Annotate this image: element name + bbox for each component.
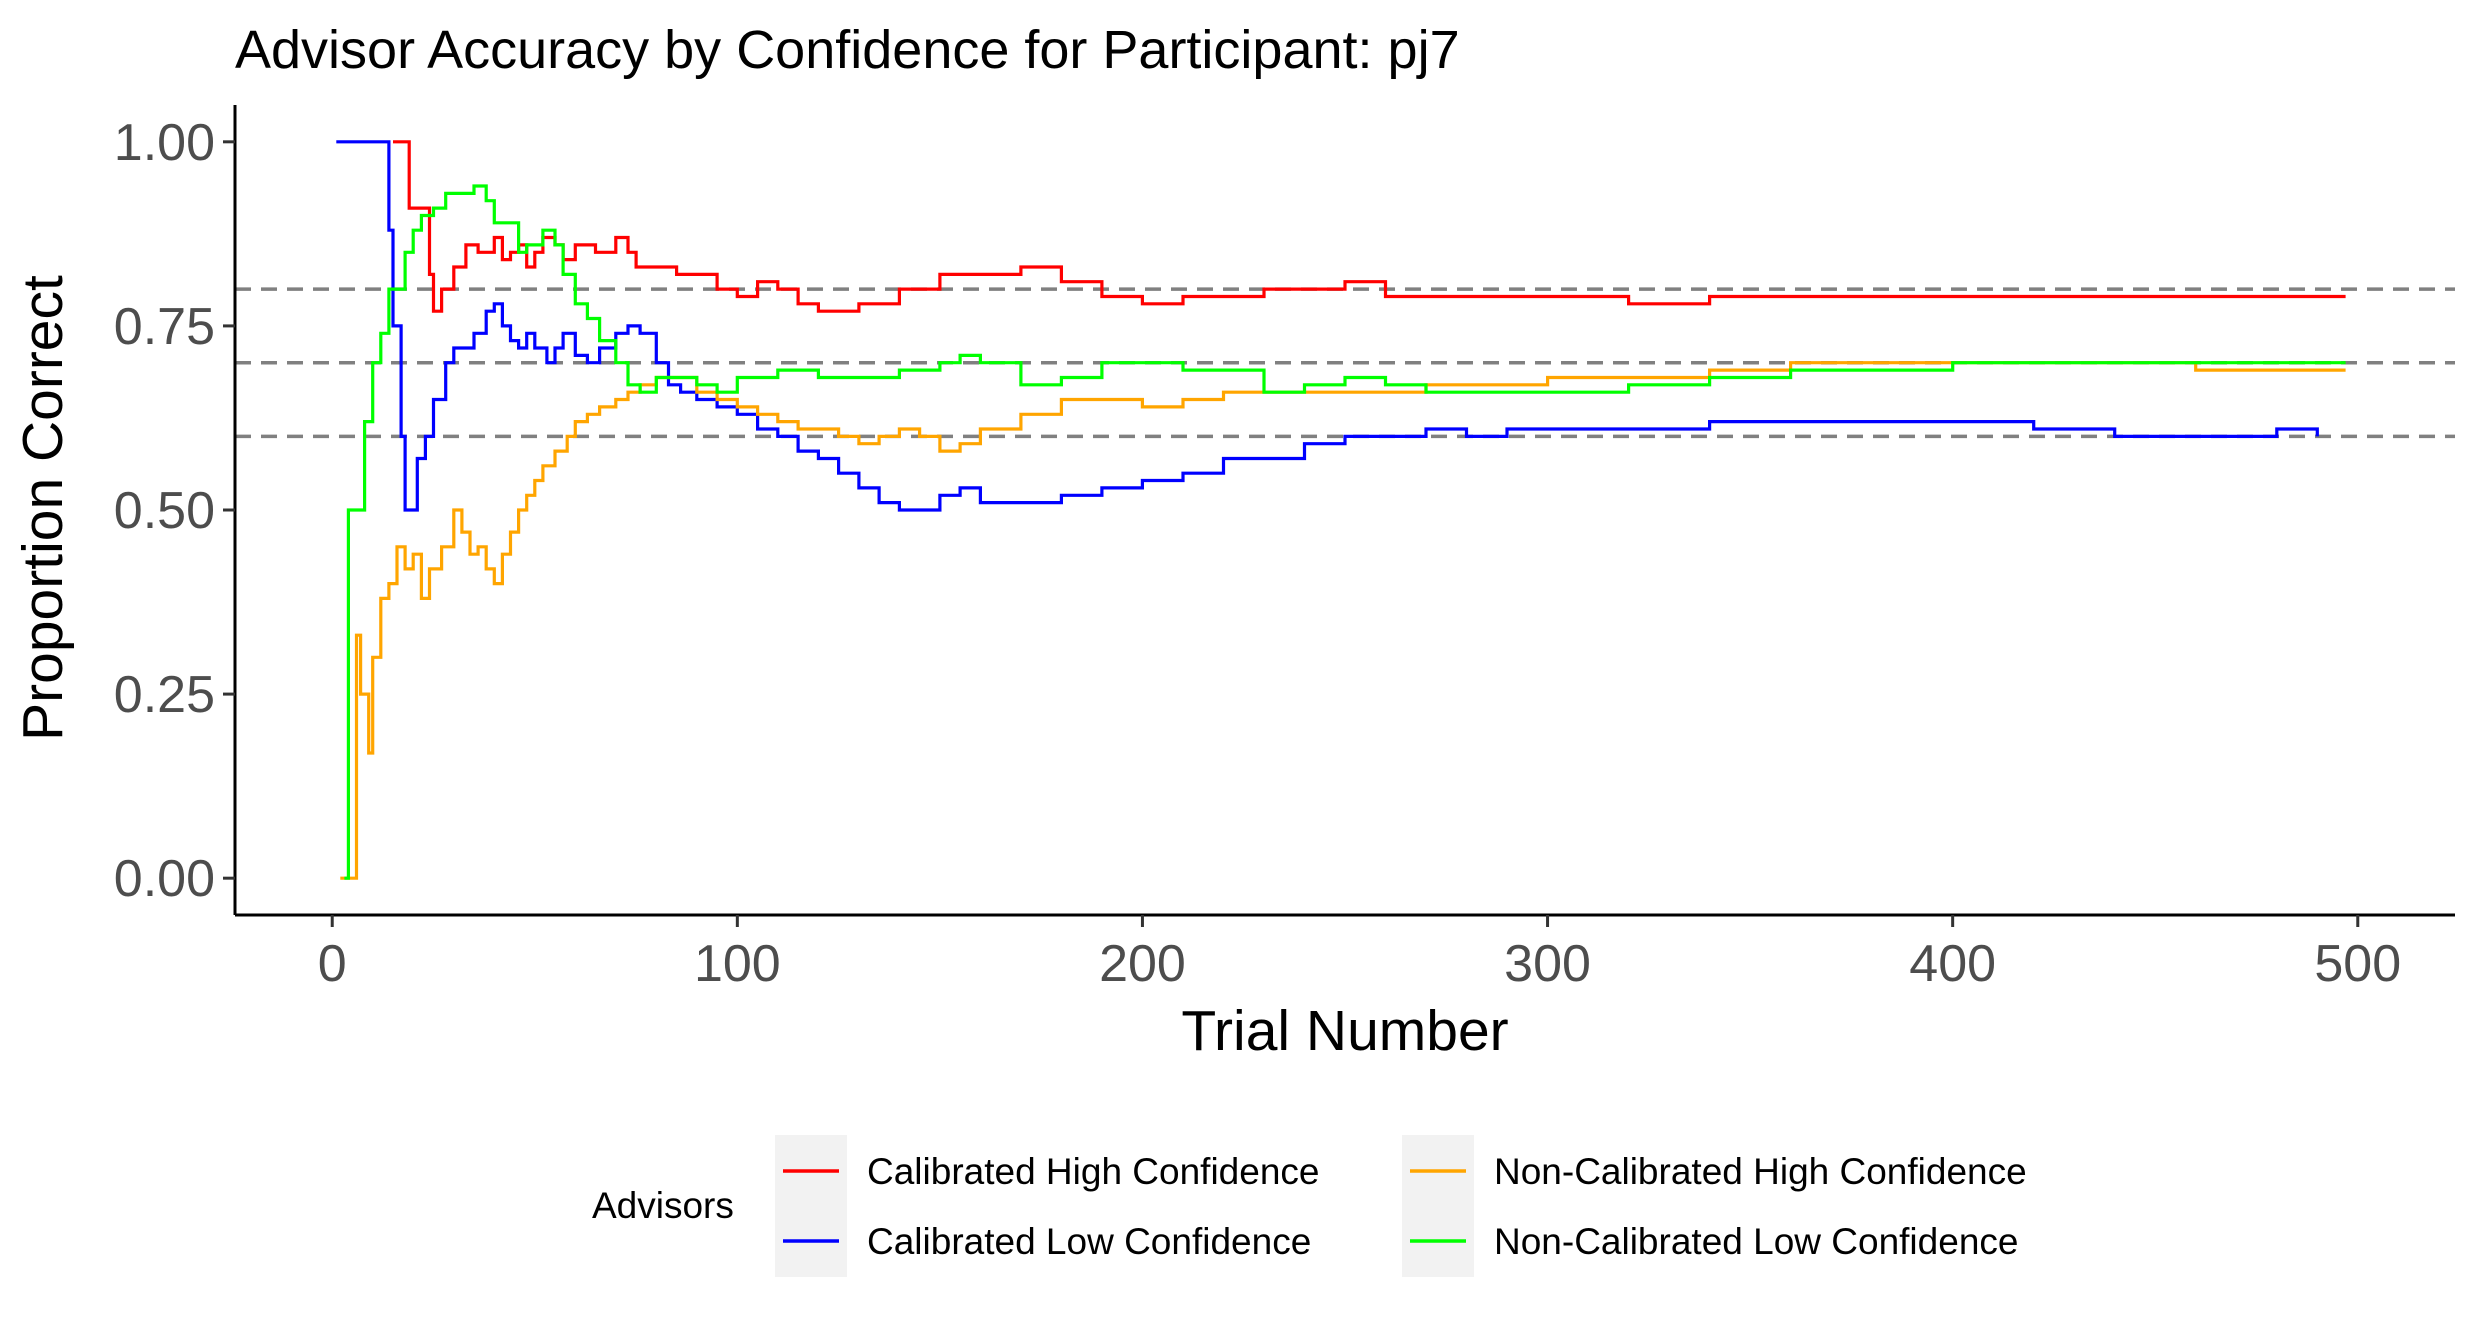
legend-label: Non-Calibrated Low Confidence [1494,1221,2018,1262]
series-line [344,184,2346,880]
y-tick-label: 0.50 [114,482,215,540]
y-tick-label: 1.00 [114,114,215,172]
series-line [336,140,2319,512]
y-axis-title: Proportion Correct [11,275,75,741]
series-lines [336,140,2346,880]
series-line [340,361,2346,880]
x-tick-label: 100 [694,935,781,993]
y-tick-label: 0.00 [114,850,215,908]
x-tick-label: 0 [318,935,347,993]
x-tick-label: 200 [1099,935,1186,993]
legend: Advisors Calibrated High Confidence Calib… [592,1135,2027,1277]
x-axis-title: Trial Number [1181,999,1508,1063]
y-tick-label: 0.75 [114,298,215,356]
y-tick-label: 0.25 [114,666,215,724]
x-tick-label: 400 [1909,935,1996,993]
chart-title: Advisor Accuracy by Confidence for Parti… [235,20,1460,80]
x-tick-label: 300 [1504,935,1591,993]
legend-title: Advisors [592,1185,734,1226]
y-axis-ticks: 0.00 0.25 0.50 0.75 1.00 [114,114,235,908]
axes [233,105,2455,917]
x-axis-ticks: 0 100 200 300 400 500 [318,915,2401,993]
series-line [393,140,2346,313]
x-tick-label: 500 [2314,935,2401,993]
legend-label: Calibrated High Confidence [867,1151,1320,1192]
legend-label: Calibrated Low Confidence [867,1221,1311,1262]
legend-label: Non-Calibrated High Confidence [1494,1151,2027,1192]
